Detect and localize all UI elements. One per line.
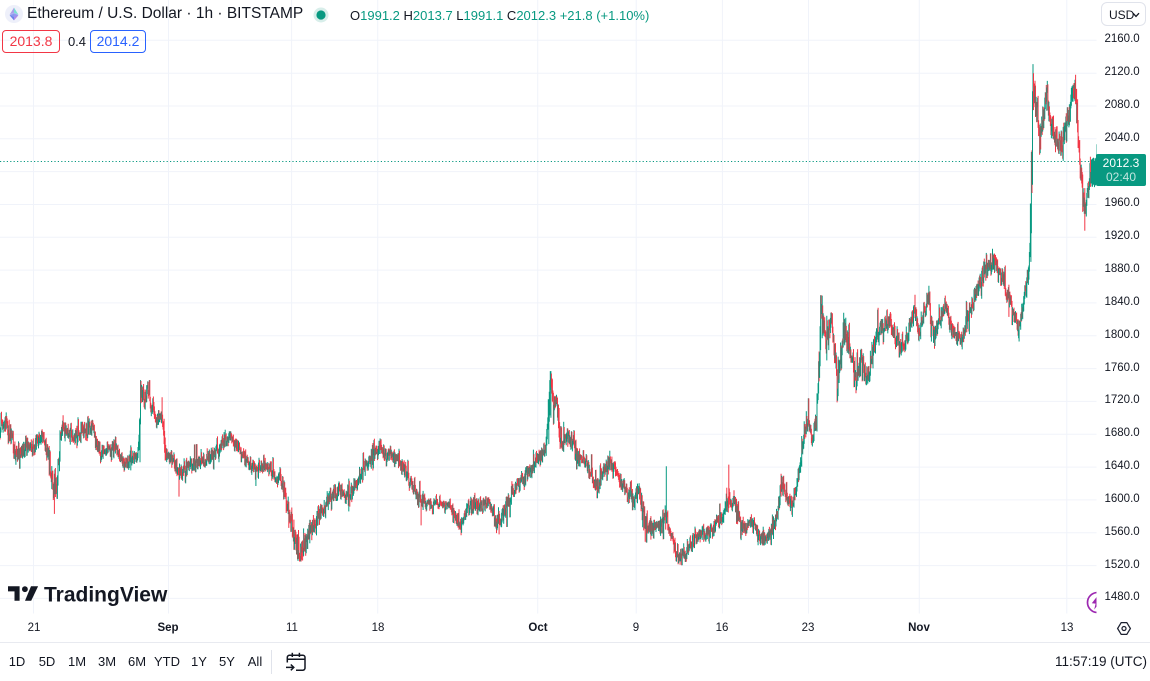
svg-text:TradingView: TradingView	[44, 584, 168, 606]
